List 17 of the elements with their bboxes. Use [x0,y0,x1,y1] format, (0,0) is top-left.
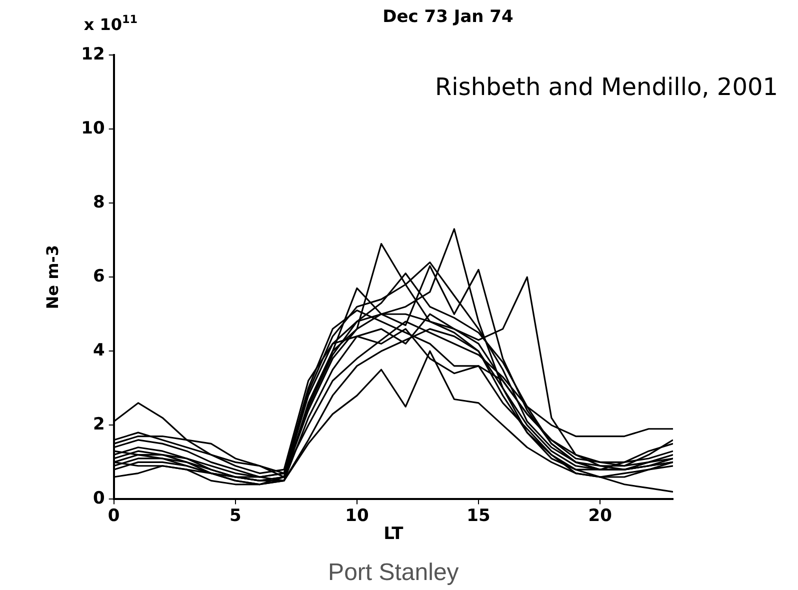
x-tick-label: 15 [466,506,490,526]
y-tick-label: 6 [93,266,105,287]
x-tick-label: 20 [588,506,612,526]
y-tick-label: 0 [93,488,106,509]
y-tick-label: 4 [93,340,106,361]
y-axis-title: Ne m-3 [42,244,62,310]
x-tick-label: 10 [345,506,369,526]
y-tick-label: 10 [81,118,106,138]
chart-title: Dec 73 Jan 74 [382,7,514,27]
y-tick-label: 2 [93,414,105,435]
annotation: Rishbeth and Mendillo, 2001 [434,73,778,101]
y-tick-label: 8 [93,192,105,212]
y-tick-label: 12 [81,44,105,64]
x-tick-label: 5 [229,506,242,526]
x-tick-label: 0 [108,506,120,526]
text: Port Stanley [328,559,459,586]
x-axis-title: LT [384,524,404,544]
